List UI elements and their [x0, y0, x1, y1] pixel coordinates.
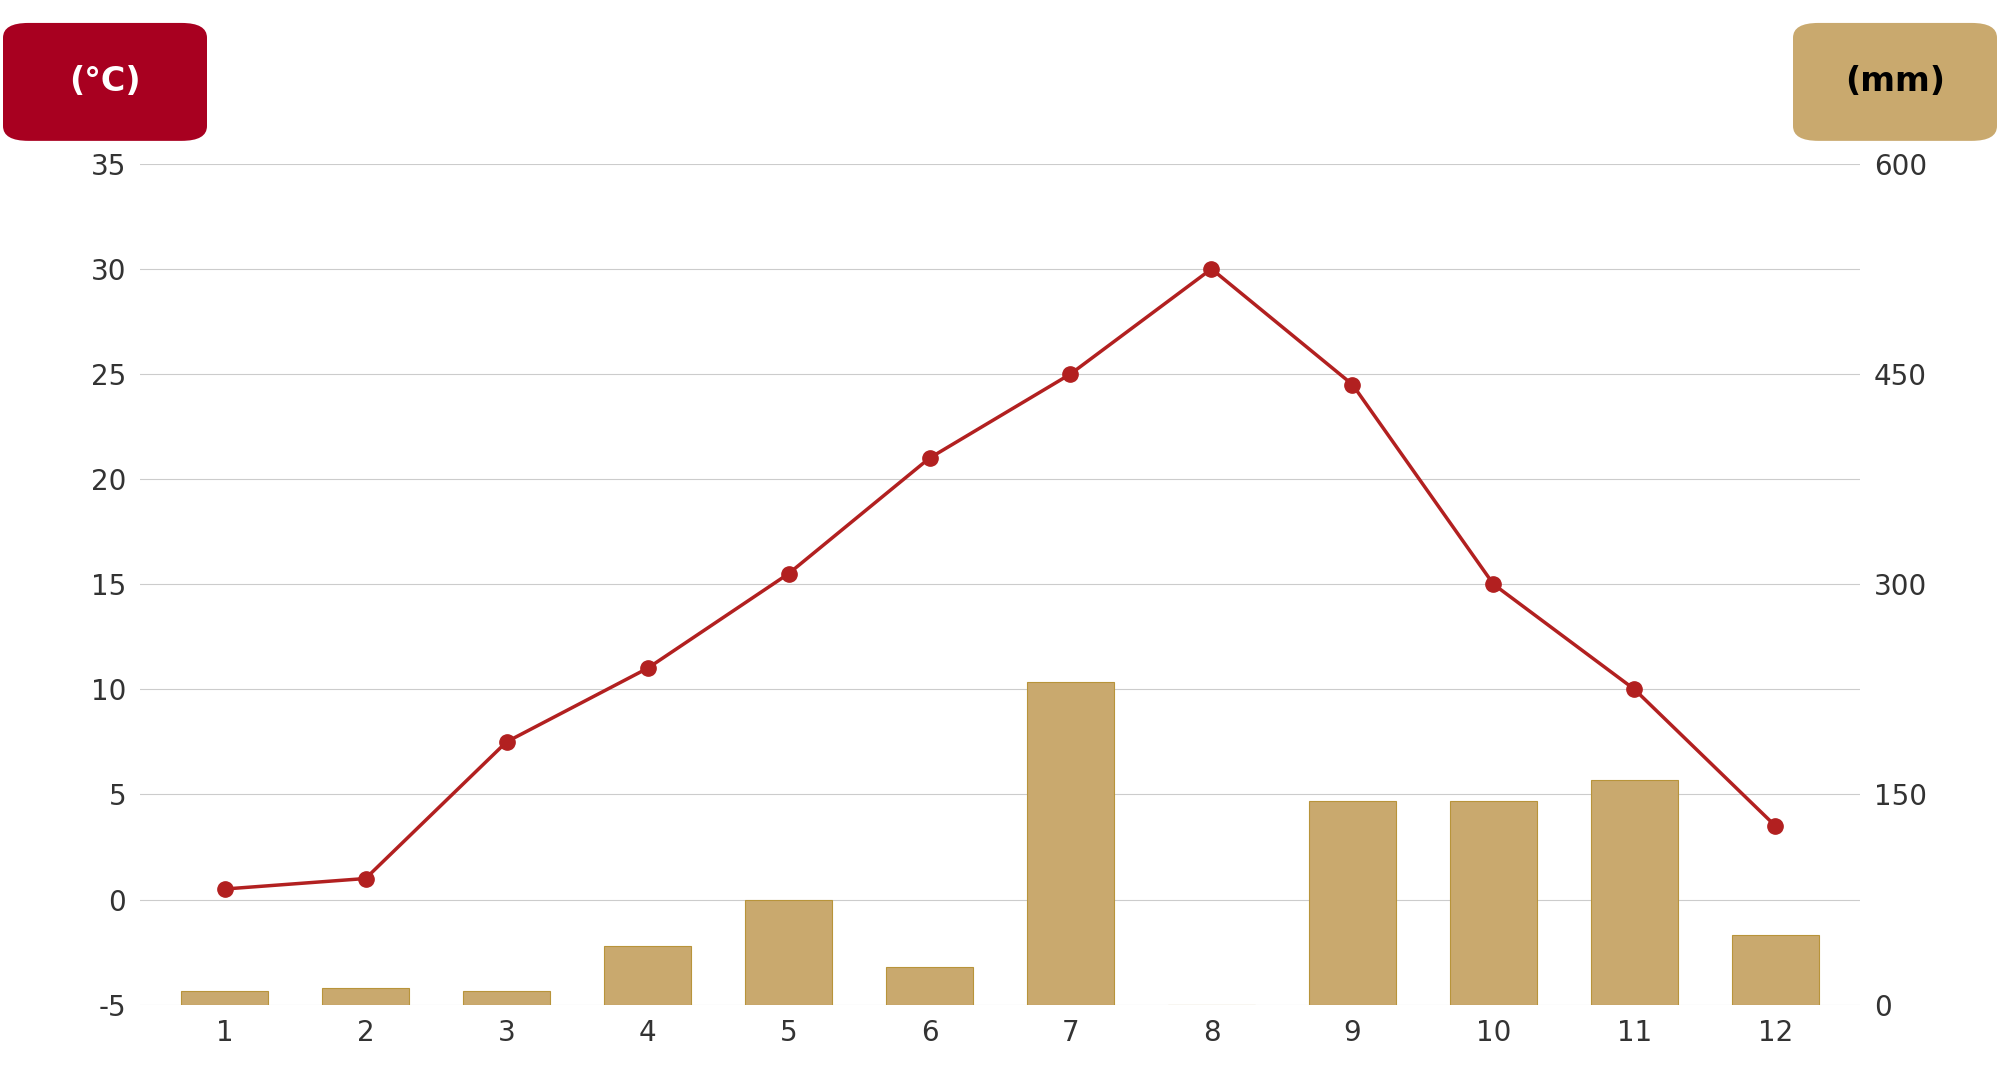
- Text: (°C): (°C): [70, 66, 140, 98]
- Bar: [1732, 935, 1820, 1005]
- Bar: [1026, 682, 1114, 1005]
- Bar: [180, 990, 268, 1005]
- Bar: [886, 966, 974, 1005]
- Bar: [322, 988, 410, 1005]
- Bar: [1590, 781, 1678, 1005]
- Bar: [1450, 802, 1538, 1005]
- FancyBboxPatch shape: [4, 23, 208, 141]
- Bar: [1308, 802, 1396, 1005]
- Text: (mm): (mm): [1844, 66, 1944, 98]
- Bar: [462, 990, 550, 1005]
- Bar: [1168, 1005, 1256, 1068]
- FancyBboxPatch shape: [1792, 23, 1996, 141]
- Bar: [604, 946, 692, 1005]
- Bar: [744, 900, 832, 1005]
